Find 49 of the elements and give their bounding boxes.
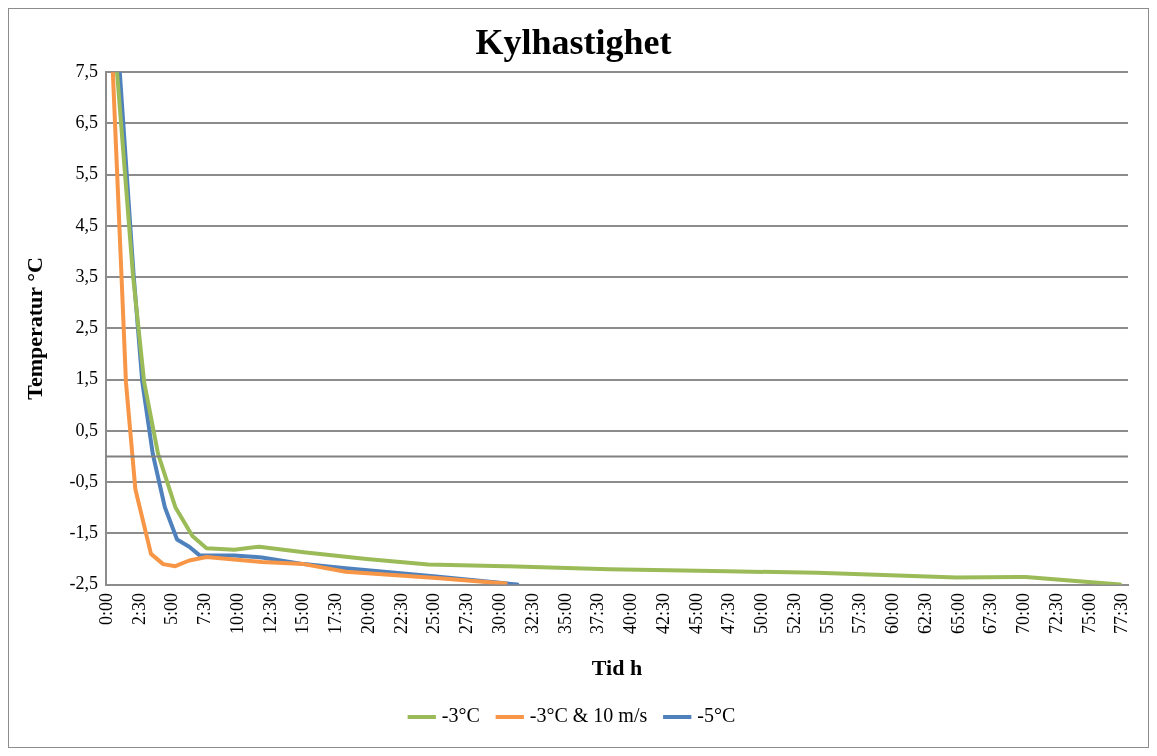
y-axis-title: Temperatur °C (21, 257, 47, 400)
x-tick-label: 22:30 (390, 592, 411, 634)
y-tick-label: 3,5 (75, 265, 98, 286)
x-tick-label: 40:00 (620, 592, 641, 634)
x-tick-label: 60:00 (882, 592, 903, 634)
x-tick-label: 75:00 (1078, 592, 1099, 634)
x-tick-label: 27:30 (456, 592, 477, 634)
x-axis-title: Tid h (591, 655, 643, 681)
y-tick-label: 5,5 (75, 163, 98, 184)
x-tick-label: 20:00 (357, 592, 378, 634)
x-tick-label: 50:00 (751, 592, 772, 634)
y-tick-label: -2,5 (69, 573, 98, 594)
x-tick-label: 0:00 (95, 592, 116, 625)
x-tick-label: 17:30 (325, 592, 346, 634)
x-tick-label: 25:00 (423, 592, 444, 634)
x-tick-label: 67:30 (980, 592, 1001, 634)
y-tick-label: 0,5 (75, 419, 98, 440)
x-tick-label: 70:00 (1013, 592, 1034, 634)
y-tick-label: 1,5 (75, 368, 98, 389)
x-tick-label: 62:30 (914, 592, 935, 634)
x-tick-label: 7:30 (194, 592, 215, 625)
x-tick-label: 15:00 (292, 592, 313, 634)
chart-title: Kylhastighet (475, 21, 672, 62)
y-tick-label: 7,5 (75, 60, 98, 81)
x-tick-label: 45:00 (685, 592, 706, 634)
x-tick-label: 2:30 (128, 592, 149, 625)
y-tick-label: 2,5 (75, 317, 98, 338)
x-tick-label: 30:00 (489, 592, 509, 634)
y-tick-label: 6,5 (75, 112, 98, 133)
x-tick-label: 65:00 (947, 592, 968, 634)
legend-label: -3°C & 10 m/s (529, 704, 648, 727)
x-tick-label: 52:30 (783, 592, 804, 634)
x-tick-label: 77:30 (1111, 592, 1132, 634)
x-tick-label: 37:30 (587, 592, 608, 634)
y-tick-label: -0,5 (69, 470, 98, 491)
x-tick-label: 32:30 (521, 592, 542, 634)
x-tick-label: 35:00 (554, 592, 575, 634)
x-tick-label: 55:00 (816, 592, 837, 634)
x-tick-label: 12:30 (259, 592, 280, 634)
x-tick-label: 42:30 (652, 592, 673, 634)
x-tick-label: 57:30 (849, 592, 870, 634)
x-tick-label: 5:00 (161, 592, 182, 625)
x-tick-label: 10:00 (226, 592, 247, 634)
x-tick-label: 72:30 (1045, 592, 1066, 634)
legend-label: -5°C (697, 704, 736, 727)
y-tick-label: 4,5 (75, 214, 98, 235)
legend-label: -3°C (441, 704, 480, 727)
y-tick-label: -1,5 (69, 522, 98, 543)
x-tick-label: 47:30 (718, 592, 739, 634)
